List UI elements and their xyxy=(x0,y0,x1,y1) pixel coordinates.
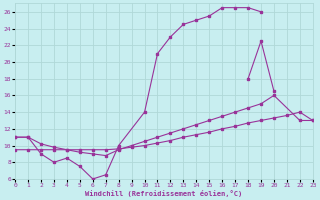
X-axis label: Windchill (Refroidissement éolien,°C): Windchill (Refroidissement éolien,°C) xyxy=(85,190,243,197)
